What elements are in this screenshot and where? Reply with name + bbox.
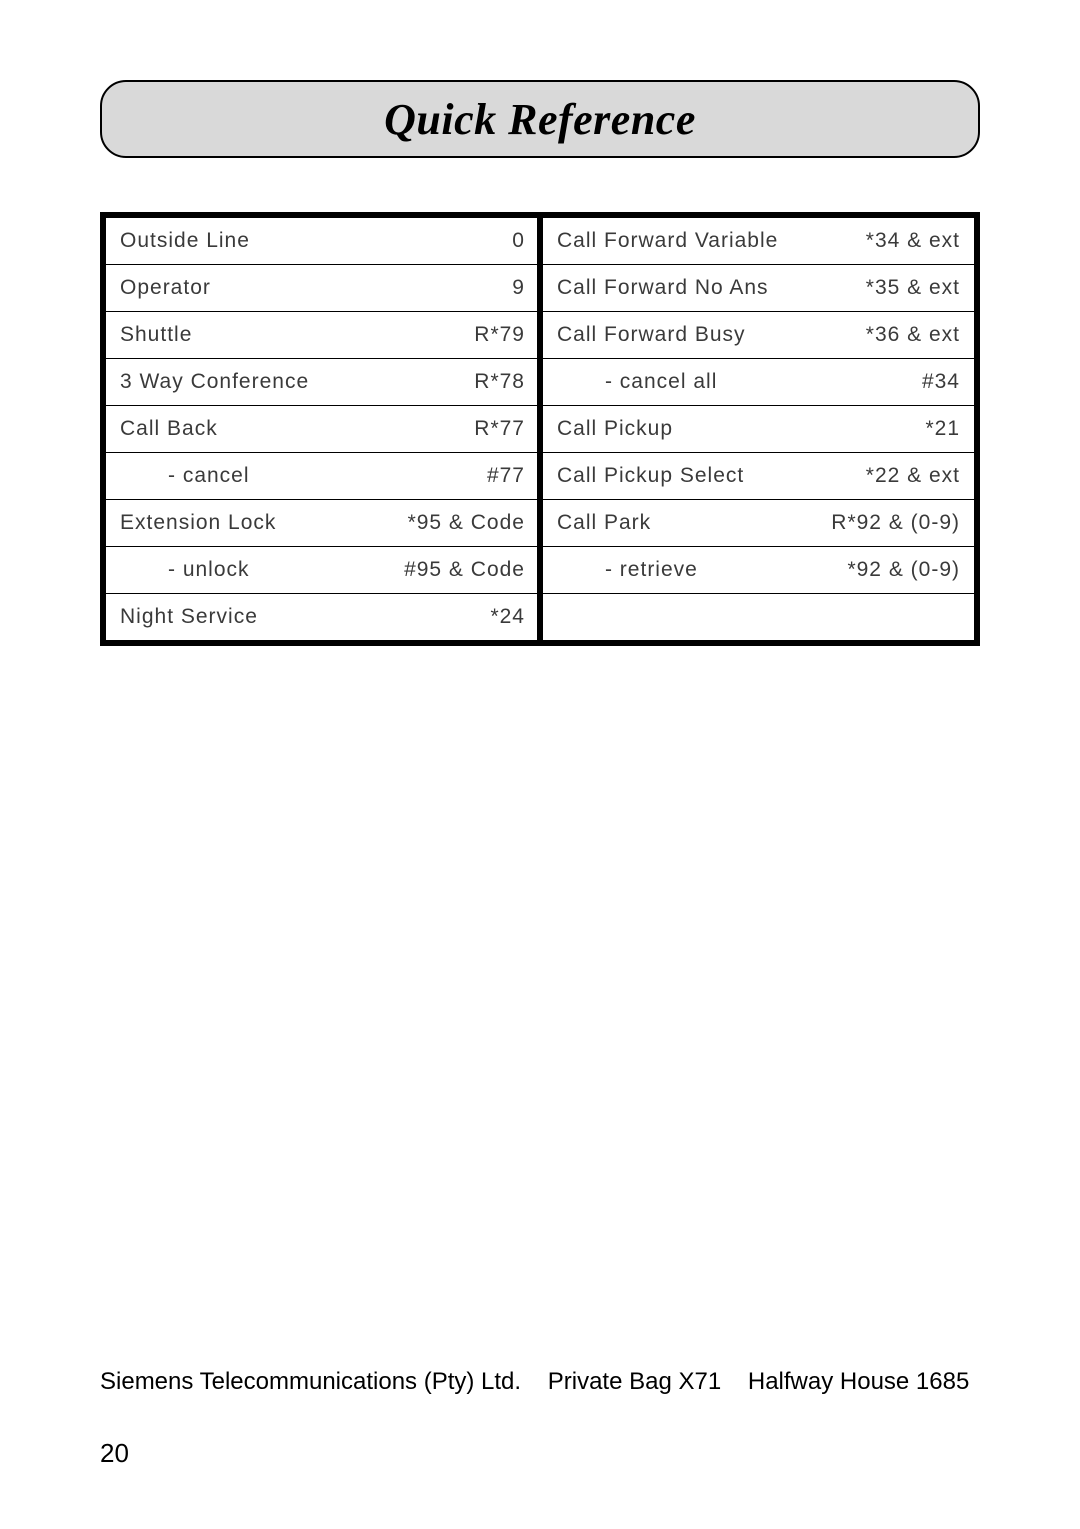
feature-code: #95 & Code bbox=[348, 547, 540, 594]
feature-label: Night Service bbox=[103, 594, 348, 644]
page-title: Quick Reference bbox=[384, 94, 696, 145]
footer: Siemens Telecommunications (Pty) Ltd. Pr… bbox=[100, 1368, 980, 1469]
feature-code: *22 & ext bbox=[785, 453, 977, 500]
footer-address: Siemens Telecommunications (Pty) Ltd. Pr… bbox=[100, 1368, 980, 1396]
feature-label: - retrieve bbox=[540, 547, 785, 594]
feature-label: Operator bbox=[103, 265, 348, 312]
table-row: - unlock#95 & Code- retrieve*92 & (0-9) bbox=[103, 547, 977, 594]
table-row: Operator9Call Forward No Ans*35 & ext bbox=[103, 265, 977, 312]
feature-label: Call Forward No Ans bbox=[540, 265, 785, 312]
table-row: Call BackR*77Call Pickup*21 bbox=[103, 406, 977, 453]
feature-code: R*78 bbox=[348, 359, 540, 406]
feature-code: #77 bbox=[348, 453, 540, 500]
feature-label bbox=[540, 594, 785, 644]
feature-code: *34 & ext bbox=[785, 215, 977, 265]
table-row: Night Service*24 bbox=[103, 594, 977, 644]
feature-label: Call Park bbox=[540, 500, 785, 547]
feature-code: R*77 bbox=[348, 406, 540, 453]
feature-code: 9 bbox=[348, 265, 540, 312]
footer-company: Siemens Telecommunications (Pty) Ltd. bbox=[100, 1368, 521, 1396]
feature-label: - unlock bbox=[103, 547, 348, 594]
feature-code: R*79 bbox=[348, 312, 540, 359]
table-row: Outside Line0Call Forward Variable*34 & … bbox=[103, 215, 977, 265]
table-body: Outside Line0Call Forward Variable*34 & … bbox=[103, 215, 977, 643]
feature-code: #34 bbox=[785, 359, 977, 406]
feature-code: *35 & ext bbox=[785, 265, 977, 312]
feature-label: - cancel all bbox=[540, 359, 785, 406]
page: Quick Reference Outside Line0Call Forwar… bbox=[0, 0, 1080, 1529]
feature-label: - cancel bbox=[103, 453, 348, 500]
page-number: 20 bbox=[100, 1438, 980, 1469]
quick-reference-table: Outside Line0Call Forward Variable*34 & … bbox=[100, 212, 980, 646]
feature-label: Call Forward Variable bbox=[540, 215, 785, 265]
feature-code: 0 bbox=[348, 215, 540, 265]
table-row: 3 Way ConferenceR*78- cancel all#34 bbox=[103, 359, 977, 406]
feature-code: *92 & (0-9) bbox=[785, 547, 977, 594]
feature-code: *21 bbox=[785, 406, 977, 453]
table-row: Extension Lock*95 & CodeCall ParkR*92 & … bbox=[103, 500, 977, 547]
feature-code bbox=[785, 594, 977, 644]
feature-code: *36 & ext bbox=[785, 312, 977, 359]
footer-addr1: Private Bag X71 bbox=[548, 1368, 721, 1396]
feature-code: *24 bbox=[348, 594, 540, 644]
feature-label: Call Back bbox=[103, 406, 348, 453]
feature-label: Call Forward Busy bbox=[540, 312, 785, 359]
feature-label: Extension Lock bbox=[103, 500, 348, 547]
table-row: ShuttleR*79Call Forward Busy*36 & ext bbox=[103, 312, 977, 359]
feature-label: Call Pickup Select bbox=[540, 453, 785, 500]
feature-label: Shuttle bbox=[103, 312, 348, 359]
feature-code: *95 & Code bbox=[348, 500, 540, 547]
feature-code: R*92 & (0-9) bbox=[785, 500, 977, 547]
table-row: - cancel#77Call Pickup Select*22 & ext bbox=[103, 453, 977, 500]
feature-label: Outside Line bbox=[103, 215, 348, 265]
feature-label: 3 Way Conference bbox=[103, 359, 348, 406]
footer-addr2: Halfway House 1685 bbox=[748, 1368, 969, 1396]
feature-label: Call Pickup bbox=[540, 406, 785, 453]
title-bar: Quick Reference bbox=[100, 80, 980, 158]
